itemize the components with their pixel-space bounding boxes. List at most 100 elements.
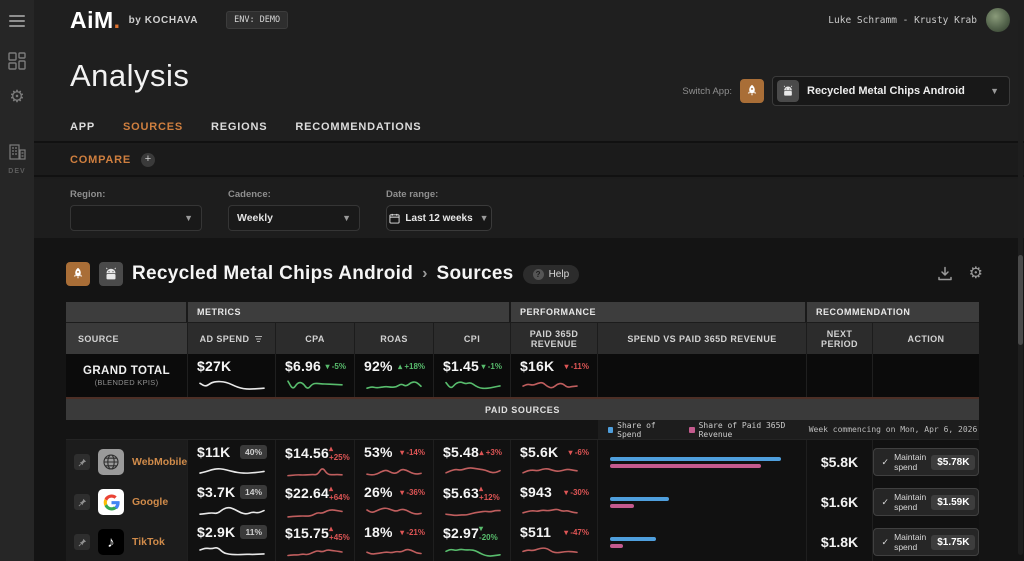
metric-cell-cpi: $2.97 ▾ -20%	[434, 520, 511, 561]
tab-app[interactable]: APP	[70, 120, 96, 133]
android-icon	[99, 262, 123, 286]
paid-sources-divider: PAID SOURCES	[66, 397, 979, 420]
daterange-button[interactable]: Last 12 weeks ▼	[386, 205, 492, 231]
group-header-blank	[66, 302, 188, 322]
pin-button[interactable]	[74, 494, 90, 510]
user-account-label[interactable]: Luke Schramm - Krusty Krab	[828, 14, 977, 26]
column-next-period[interactable]: NEXT PERIOD	[807, 322, 873, 354]
metric-cell-cpa: $14.56 ▴ +25%	[276, 440, 355, 484]
app-switcher-dropdown[interactable]: Recycled Metal Chips Android ▼	[772, 76, 1010, 106]
change-indicator: ▾ -6%	[568, 447, 589, 457]
metric-cell-ad-spend: $3.7K 14%	[188, 480, 276, 524]
metric-value: $6.96	[285, 358, 322, 374]
column-cpa[interactable]: CPA	[276, 322, 355, 354]
compare-row: COMPARE +	[34, 145, 1024, 177]
table-row: ♪ TikTok $2.9K 11% $15.75▴ +45% 18% ▾ -21%…	[66, 519, 980, 561]
vertical-scrollbar[interactable]	[1018, 20, 1023, 555]
sparkline	[199, 547, 265, 556]
metric-cell-roas: 92% ▴ +18%	[355, 354, 434, 397]
next-period-value: $5.8K	[807, 440, 873, 484]
column-action[interactable]: ACTION	[873, 322, 979, 354]
pin-button[interactable]	[74, 534, 90, 550]
metric-value: 92%	[364, 358, 393, 374]
cadence-select[interactable]: Weekly ▼	[228, 205, 360, 231]
dashboard-grid-icon[interactable]	[8, 52, 26, 70]
google-logo-icon	[98, 489, 124, 515]
metric-cell-paid-365d-revenue: $943 ▾ -30%	[511, 480, 598, 524]
source-name-link[interactable]: WebMobile	[132, 456, 188, 468]
change-indicator: ▴ +18%	[398, 361, 425, 371]
column-cpi[interactable]: CPI	[434, 322, 511, 354]
source-name-link[interactable]: Google	[132, 496, 169, 508]
change-indicator: ▾ -36%	[400, 487, 425, 497]
daterange-value: Last 12 weeks	[405, 212, 473, 224]
organization-buildings-icon[interactable]	[8, 143, 27, 160]
metric-value: $511	[520, 524, 552, 540]
sparkline	[199, 380, 265, 390]
column-ad-spend[interactable]: AD SPEND	[188, 322, 276, 354]
source-name-link[interactable]: TikTok	[132, 536, 165, 548]
group-header-recommendation: RECOMMENDATION	[807, 302, 979, 322]
scrollbar-thumb[interactable]	[1018, 255, 1023, 345]
grand-total-label: GRAND TOTAL	[82, 364, 171, 377]
metric-cell-cpa: $6.96 ▾ -5%	[276, 354, 355, 397]
action-cell: ✓ Maintain spend $5.78K	[872, 440, 980, 484]
metric-value: $22.64	[285, 485, 330, 501]
breadcrumb-separator: ›	[422, 265, 428, 282]
share-of-revenue-bar	[610, 543, 623, 548]
metric-value: 18%	[364, 524, 393, 540]
maintain-spend-button[interactable]: ✓ Maintain spend $1.75K	[872, 528, 980, 556]
column-source[interactable]: SOURCE	[66, 322, 188, 354]
table-body: WebMobile $11K 40% $14.56 ▴ +25% 53% ▾ -14%…	[66, 439, 980, 561]
sparkline	[199, 467, 265, 474]
sparkline	[366, 548, 422, 555]
check-icon: ✓	[881, 536, 890, 547]
metric-cell-ad-spend: $27K	[188, 354, 276, 397]
tab-sources[interactable]: SOURCES	[123, 120, 184, 133]
pin-button[interactable]	[74, 454, 90, 470]
maintain-spend-button[interactable]: ✓ Maintain spend $1.59K	[872, 488, 980, 516]
change-indicator: ▾ -5%	[325, 361, 346, 371]
share-badge: 14%	[239, 485, 267, 499]
column-header-row: SOURCE AD SPEND CPA ROAS CPI PAID 365D R…	[66, 322, 979, 354]
region-select[interactable]: ▼	[70, 205, 202, 231]
maintain-spend-button[interactable]: ✓ Maintain spend $5.78K	[872, 448, 980, 476]
add-compare-icon[interactable]: +	[141, 153, 156, 167]
group-header-row: METRICS PERFORMANCE RECOMMENDATION	[66, 302, 979, 322]
selected-app-name: Recycled Metal Chips Android	[807, 85, 965, 97]
sparkline	[287, 380, 343, 389]
metric-value: $11K	[197, 444, 231, 460]
metric-value: $27K	[197, 358, 232, 374]
tab-regions[interactable]: REGIONS	[211, 120, 268, 133]
download-icon[interactable]	[937, 266, 953, 282]
metric-value: $2.9K	[197, 524, 236, 540]
sparkline	[522, 468, 578, 474]
compare-label[interactable]: COMPARE	[70, 154, 132, 166]
column-roas[interactable]: ROAS	[355, 322, 434, 354]
tab-recommendations[interactable]: RECOMMENDATIONS	[295, 120, 422, 133]
byline-label: by KOCHAVA	[128, 14, 199, 26]
cadence-value: Weekly	[237, 212, 273, 224]
week-commencing-label: Week commencing on Mon, Apr 6, 2026	[807, 420, 979, 439]
column-paid-365d-revenue[interactable]: PAID 365D REVENUE	[511, 322, 598, 354]
sparkline	[522, 547, 578, 554]
main-content: Recycled Metal Chips Android › Sources ?…	[34, 238, 1024, 561]
legend-swatch-blue	[608, 426, 614, 433]
help-button[interactable]: ? Help	[522, 264, 580, 284]
share-badge: 11%	[240, 525, 267, 539]
avatar[interactable]	[986, 8, 1010, 32]
top-bar: AiM. by KOCHAVA ENV: DEMO Luke Schramm -…	[34, 0, 1024, 40]
rocket-icon[interactable]	[740, 79, 764, 103]
settings-gear-icon[interactable]: ⚙	[9, 87, 25, 106]
aim-logo[interactable]: AiM.	[70, 6, 121, 33]
change-indicator: ▴ +64%	[329, 484, 350, 502]
metric-cell-roas: 53% ▾ -14%	[355, 440, 434, 484]
metric-cell-roas: 26% ▾ -36%	[355, 480, 434, 524]
change-indicator: ▴ +25%	[329, 444, 350, 462]
table-settings-gear-icon[interactable]: ⚙	[968, 265, 983, 282]
hamburger-menu-icon[interactable]	[9, 12, 25, 30]
column-spend-vs-paid-365d-revenue[interactable]: SPEND VS PAID 365D REVENUE	[598, 322, 807, 354]
legend-row: Share of Spend Share of Paid 365D Revenu…	[66, 420, 979, 439]
daterange-filter-label: Date range:	[386, 189, 439, 200]
